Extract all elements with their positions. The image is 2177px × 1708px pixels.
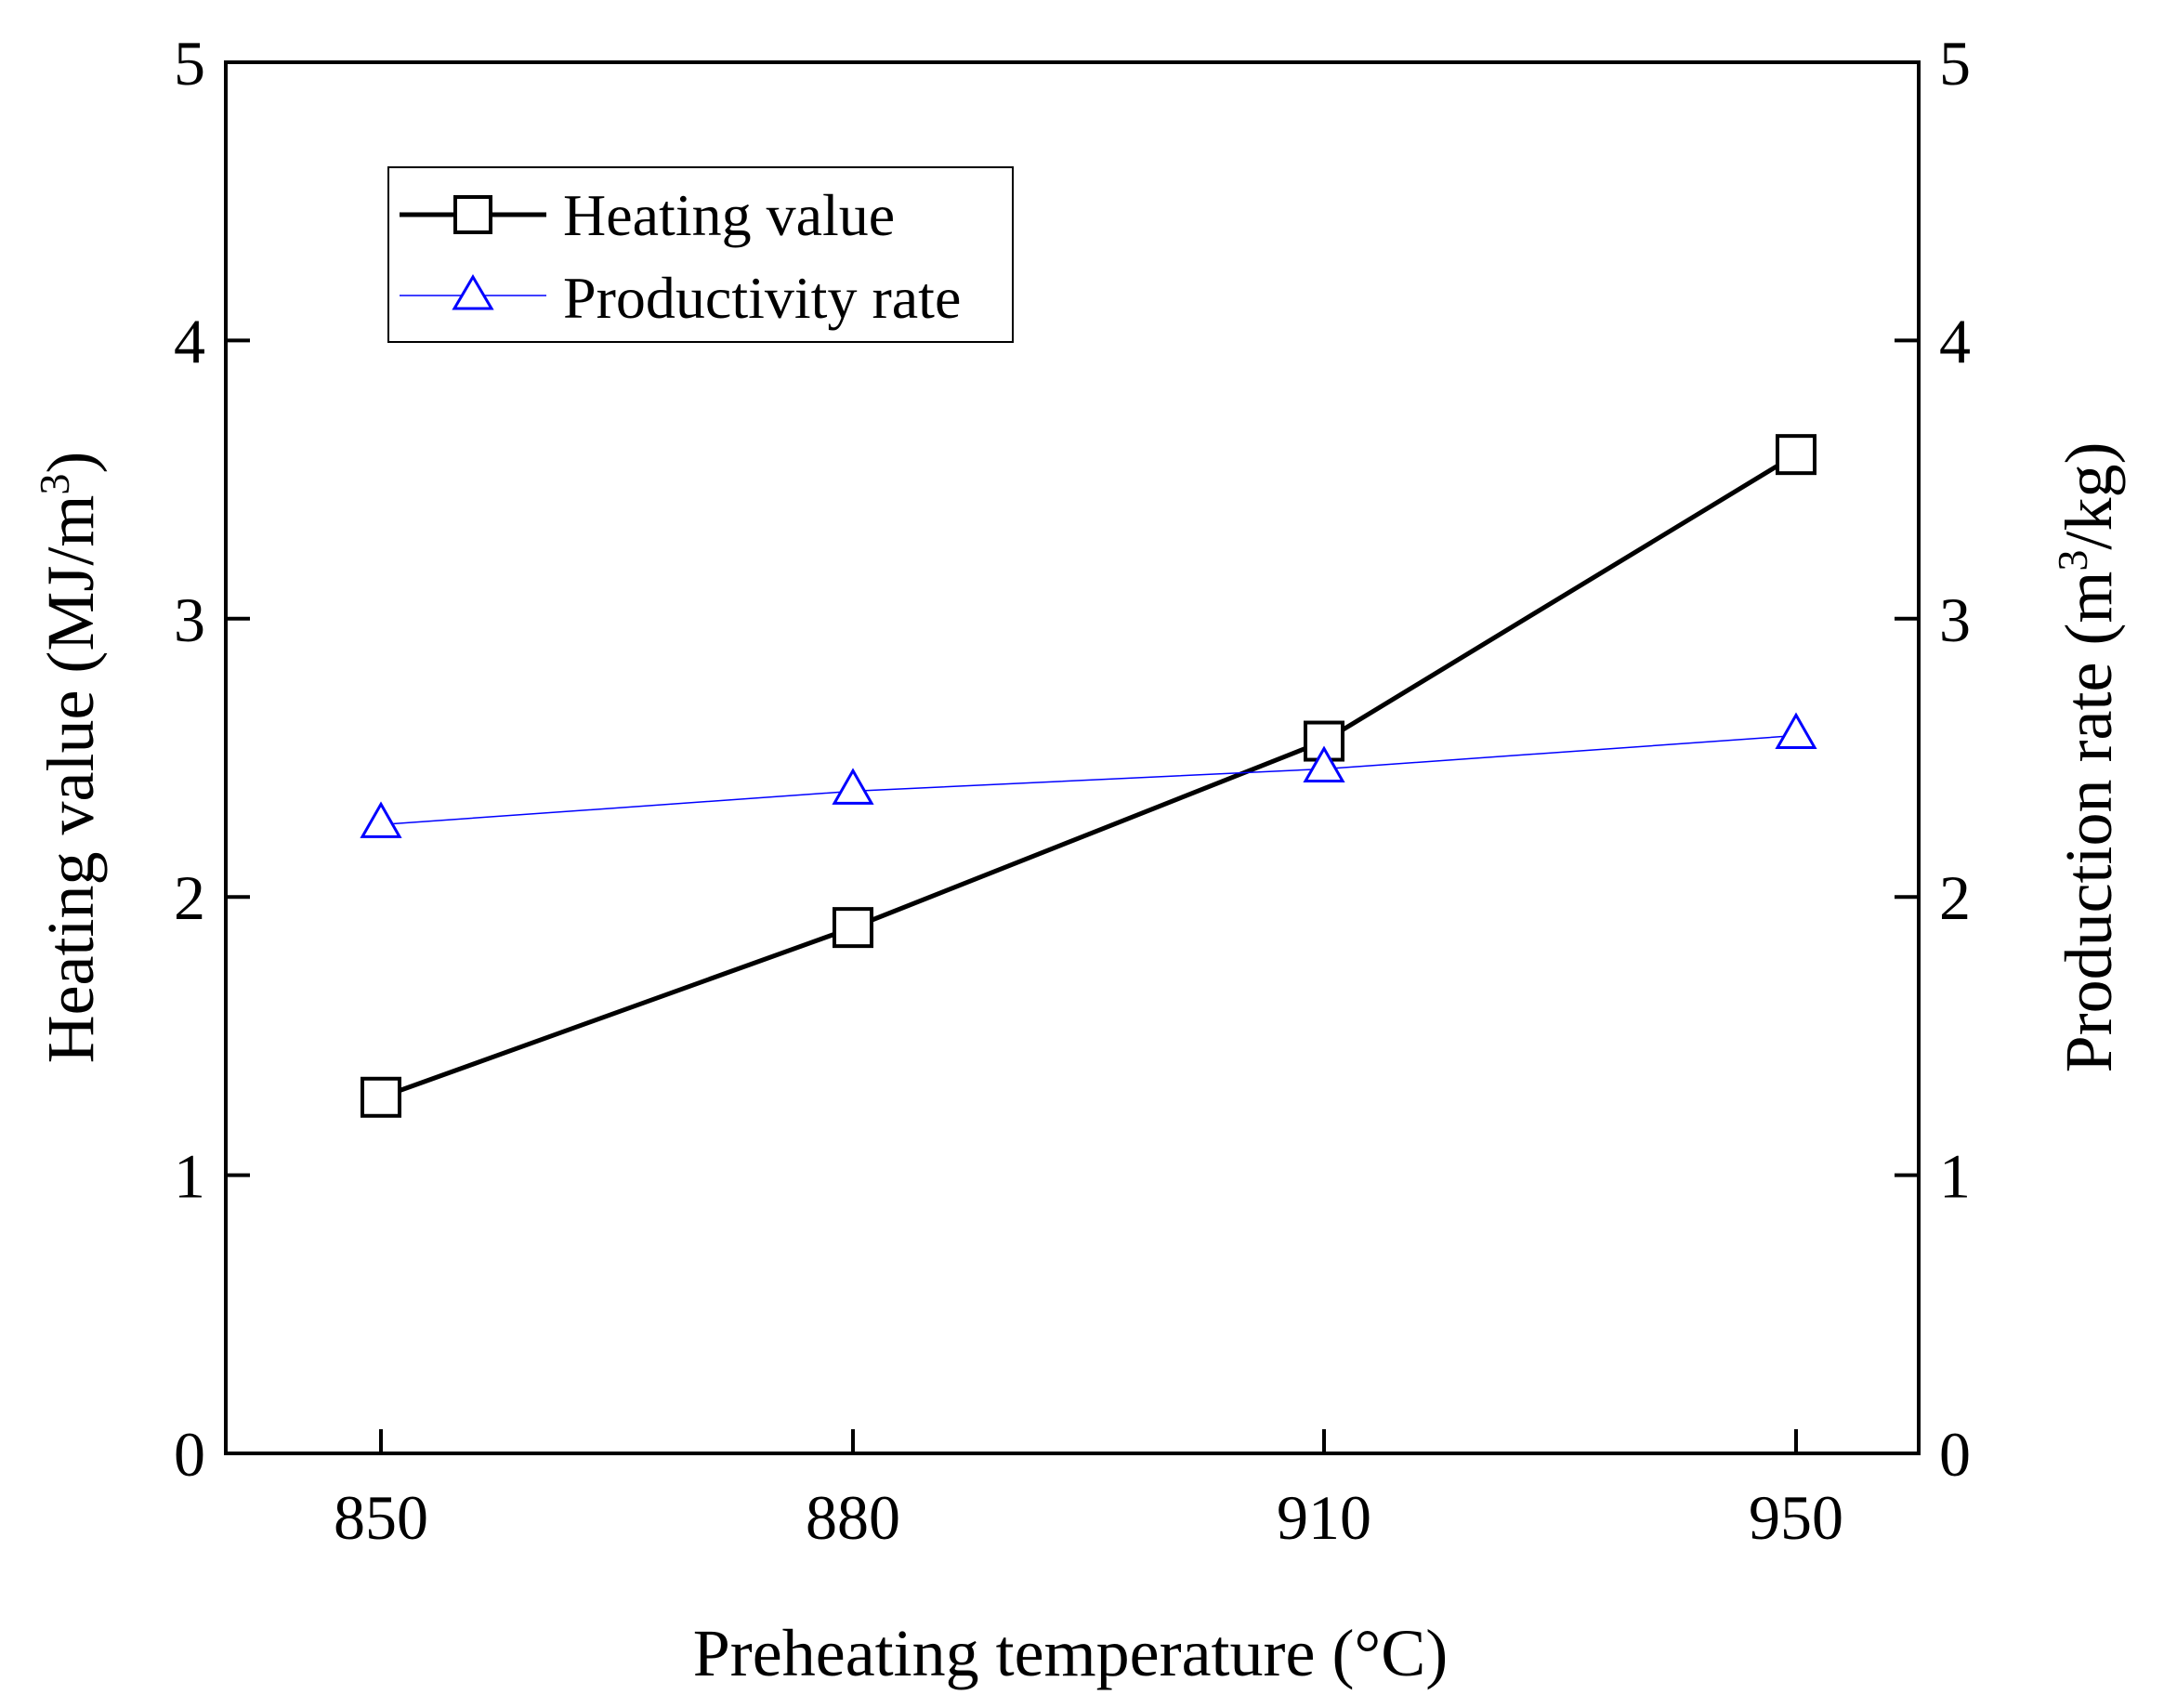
y-axis-left-title-suffix: ) [33,452,108,474]
legend: Heating value Productivity rate [387,166,1014,343]
y-right-tick-label: 5 [1939,28,1971,99]
legend-marker-triangle-icon [452,274,494,310]
y-right-tick-label: 3 [1939,585,1971,655]
y-axis-left-title: Heating value (MJ/m3) [31,452,108,1064]
y-left-tick-label: 4 [174,306,205,376]
x-axis-title: Preheating temperature (°C) [693,1616,1448,1690]
x-tick-label: 950 [1749,1482,1843,1553]
y-axis-right-title-suffix: /kg) [2052,442,2126,550]
x-tick-label: 880 [806,1482,900,1553]
legend-label-productivity-rate: Productivity rate [563,265,961,331]
data-point-heating-value [1776,434,1816,476]
y-right-tick-label: 2 [1939,862,1971,933]
data-point-productivity-rate [360,801,402,838]
legend-label-heating-value: Heating value [563,182,895,248]
y-right-tick-label: 1 [1939,1141,1971,1212]
legend-item-heating-value: Heating value [400,182,895,248]
y-right-tick-label: 4 [1939,306,1971,376]
data-point-heating-value [833,907,873,949]
series-line-heating-value [380,453,1798,1100]
y-left-tick-label: 0 [174,1419,205,1490]
plot-frame [224,60,1921,1455]
data-point-productivity-rate [1775,712,1817,750]
y-axis-left-title-superscript: 3 [31,474,78,495]
legend-item-productivity-rate: Productivity rate [400,265,961,331]
x-tick-label: 850 [334,1482,428,1553]
series-layer [360,434,1817,1118]
series-line-productivity-rate [380,734,1797,826]
y-axis-right-title-text: Production rate (m [2052,572,2126,1073]
data-point-heating-value [361,1076,401,1118]
y-left-tick-label: 1 [174,1141,205,1212]
y-left-tick-label: 3 [174,585,205,655]
data-point-productivity-rate [1303,745,1345,782]
legend-marker-square-icon [453,195,492,234]
y-axis-right-title-superscript: 3 [2049,550,2096,572]
y-left-tick-label: 2 [174,862,205,933]
ticks-layer: 0 1 2 3 4 5 0 1 2 3 4 5 850 880 910 950 [174,28,1971,1553]
y-right-tick-label: 0 [1939,1419,1971,1490]
y-left-tick-label: 5 [174,28,205,99]
data-point-productivity-rate [832,768,874,805]
y-axis-right-title: Production rate (m3/kg) [2049,442,2126,1073]
x-tick-label: 910 [1277,1482,1371,1553]
y-axis-left-title-text: Heating value (MJ/m [33,495,108,1064]
